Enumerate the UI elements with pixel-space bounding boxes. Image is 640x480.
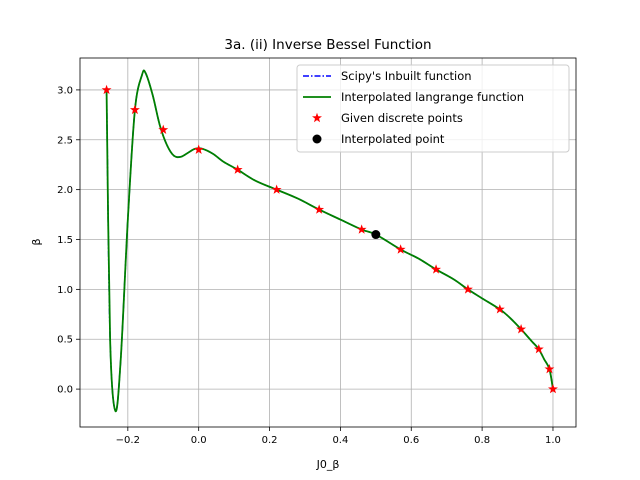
- given-point-marker: [101, 84, 112, 95]
- y-tick-label: 0.0: [57, 385, 73, 396]
- given-point-marker: [463, 284, 473, 294]
- chart-title: 3a. (ii) Inverse Bessel Function: [224, 37, 431, 53]
- given-point-marker: [356, 224, 367, 234]
- x-tick-label: 0.6: [403, 435, 419, 446]
- y-tick-label: 3.0: [57, 85, 73, 96]
- given-point-marker: [548, 383, 558, 394]
- legend-label-lagrange: Interpolated langrange function: [341, 90, 524, 104]
- y-axis-label: β: [30, 238, 43, 245]
- y-tick-label: 1.5: [57, 235, 73, 246]
- x-tick-label: −0.2: [116, 435, 140, 446]
- given-point-marker: [314, 204, 325, 214]
- legend-label-scipy: Scipy's Inbuilt function: [341, 69, 472, 83]
- given-point-marker: [158, 124, 169, 135]
- x-tick-label: 1.0: [545, 435, 561, 446]
- y-axis: 0.0 0.5 1.0 1.5 2.0 2.5 3.0: [57, 85, 80, 396]
- given-point-marker: [129, 104, 140, 115]
- interpolated-point-marker: [371, 230, 381, 240]
- x-tick-label: 0.4: [332, 435, 348, 446]
- legend-label-given-points: Given discrete points: [341, 111, 463, 125]
- given-point-marker: [395, 244, 406, 254]
- given-point-marker: [193, 144, 204, 154]
- x-axis: −0.2 0.0 0.2 0.4 0.6 0.8 1.0: [116, 427, 561, 446]
- y-tick-label: 1.0: [57, 285, 73, 296]
- given-point-marker: [516, 324, 527, 334]
- x-tick-label: 0.8: [474, 435, 490, 446]
- x-tick-label: 0.0: [191, 435, 207, 446]
- y-tick-label: 2.5: [57, 135, 73, 146]
- legend-swatch-given-points: [312, 112, 322, 123]
- x-tick-label: 0.2: [262, 435, 278, 446]
- given-point-marker: [232, 164, 243, 174]
- y-tick-label: 2.0: [57, 185, 73, 196]
- markers: [101, 84, 558, 394]
- legend-box: [296, 64, 570, 153]
- given-point-marker: [494, 304, 505, 314]
- legend: Scipy's Inbuilt function Interpolated la…: [296, 64, 570, 153]
- given-point-marker: [431, 264, 441, 274]
- x-axis-label: J0_β: [316, 458, 340, 471]
- given-point-marker: [271, 184, 282, 194]
- given-point-marker: [533, 344, 544, 354]
- legend-label-interpolated-point: Interpolated point: [341, 132, 445, 146]
- y-tick-label: 0.5: [57, 335, 73, 346]
- plot-frame: [79, 57, 577, 428]
- legend-swatch-interpolated-point: [312, 134, 322, 144]
- given-point-marker: [544, 363, 555, 374]
